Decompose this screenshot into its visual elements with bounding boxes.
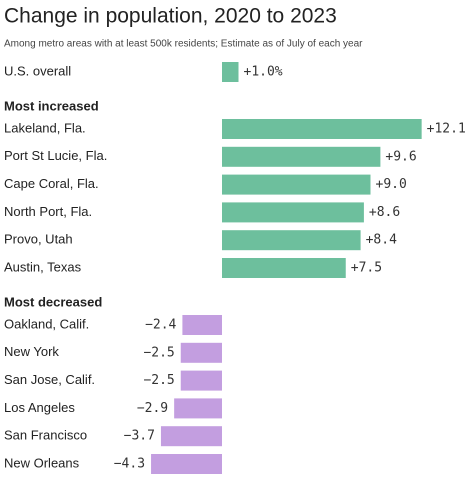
- category-label: Austin, Texas: [4, 259, 82, 274]
- value-label: −3.7: [124, 429, 155, 444]
- value-label: +1.0%: [244, 65, 283, 80]
- bar: [222, 258, 346, 278]
- category-label: New Orleans: [4, 455, 80, 470]
- category-label: Los Angeles: [4, 400, 75, 415]
- category-label: San Francisco: [4, 428, 87, 443]
- value-label: −2.5: [143, 373, 174, 388]
- value-label: +12.1: [427, 122, 466, 137]
- bar: [151, 454, 222, 474]
- bar: [180, 342, 222, 363]
- category-label: Cape Coral, Fla.: [4, 176, 99, 191]
- category-label: San Jose, Calif.: [4, 372, 95, 387]
- category-label: Port St Lucie, Fla.: [4, 148, 107, 163]
- value-label: +7.5: [351, 261, 382, 276]
- chart-subtitle: Among metro areas with at least 500k res…: [4, 39, 363, 50]
- bar: [160, 426, 222, 447]
- category-label: New York: [4, 344, 59, 359]
- group-heading: Most increased: [4, 98, 99, 113]
- value-label: −4.3: [114, 457, 145, 472]
- value-label: +8.4: [366, 233, 397, 248]
- bar: [222, 174, 371, 195]
- category-label: Provo, Utah: [4, 232, 73, 247]
- chart-title: Change in population, 2020 to 2023: [4, 5, 337, 28]
- value-label: +9.0: [376, 177, 407, 192]
- value-label: −2.4: [145, 318, 176, 333]
- value-label: −2.5: [143, 345, 174, 360]
- value-label: +9.6: [385, 149, 416, 164]
- category-label: Lakeland, Fla.: [4, 120, 86, 135]
- bar: [222, 146, 381, 167]
- value-label: −2.9: [137, 401, 168, 416]
- bar: [182, 315, 222, 335]
- category-label: Oakland, Calif.: [4, 316, 89, 331]
- bar: [222, 202, 364, 223]
- category-label: U.S. overall: [4, 63, 71, 78]
- bar: [180, 370, 222, 391]
- bar: [222, 119, 422, 139]
- bar: [222, 62, 239, 82]
- group-heading: Most decreased: [4, 294, 102, 309]
- bar: [174, 398, 222, 419]
- value-label: +8.6: [369, 205, 400, 220]
- bar: [222, 230, 361, 251]
- category-label: North Port, Fla.: [4, 204, 92, 219]
